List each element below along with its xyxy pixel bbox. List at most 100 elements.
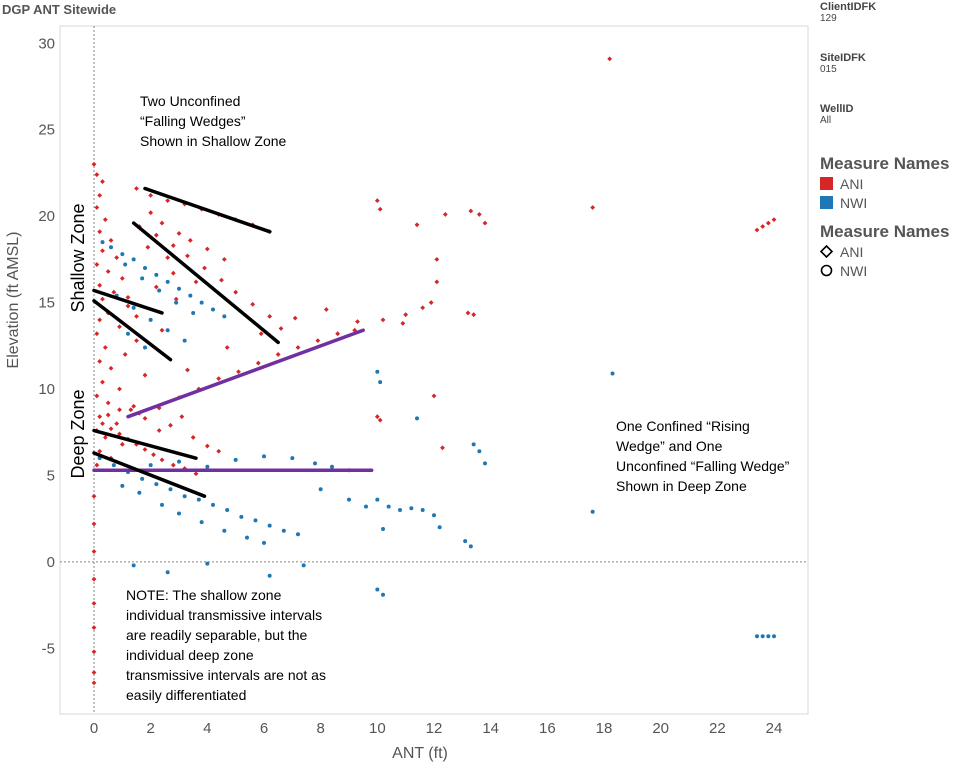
filter-client[interactable]: ClientIDFK 129 [820,1,876,24]
annotation-line: transmissive intervals are not as [126,667,326,683]
data-point-ani [134,314,139,319]
data-point-ani [114,255,120,261]
annotation-line: Unconfined “Falling Wedge” [616,458,790,474]
filter-label: SiteIDFK [820,52,866,64]
data-point-ani [108,426,114,432]
y-tick-label: 10 [38,381,55,398]
data-point-nwi [290,456,295,461]
annotation-line: One Confined “Rising [616,418,750,434]
data-point-ani [267,314,273,319]
data-point-ani [221,256,227,262]
data-point-nwi [483,461,487,466]
legend-item-ani[interactable]: ANI [820,174,949,193]
data-point-nwi [267,573,272,578]
data-point-nwi [143,345,147,350]
x-tick-label: 22 [709,720,726,737]
data-point-nwi [211,307,215,312]
data-point-nwi [766,634,771,639]
legend-item-nwi[interactable]: NWI [820,193,949,212]
data-point-nwi [386,504,391,509]
deep-wedges-annotation: One Confined “Rising Wedge” and One Unco… [610,416,796,500]
data-point-nwi [199,300,204,305]
data-point-ani [374,414,380,420]
annotation-line: Two Unconfined [140,93,241,109]
legend-title: Measure Names [820,222,950,241]
data-point-ani [105,412,111,418]
data-point-nwi [111,463,116,468]
data-point-ani [100,379,105,385]
data-point-nwi [347,497,351,502]
x-tick-label: 16 [539,720,556,737]
data-point-ani [156,405,162,411]
data-point-nwi [100,240,105,245]
data-point-ani [108,237,114,243]
data-point-ani [765,220,771,226]
data-point-nwi [199,520,204,525]
data-point-ani [142,372,148,378]
data-point-ani [165,198,171,203]
legend-item-nwi-shape[interactable]: NWI [820,261,949,280]
legend-item-label: NWI [840,194,868,211]
data-point-nwi [131,563,136,568]
data-point-ani [97,414,103,420]
data-point-ani [102,435,108,440]
legend-item-label: ANI [840,243,864,260]
data-point-ani [204,246,210,252]
filter-well[interactable]: WellID All [820,103,853,126]
data-point-ani [91,521,97,527]
data-point-nwi [148,317,153,322]
data-point-nwi [398,508,402,513]
annotation-line: Wedge” and One [616,438,723,454]
data-point-ani [122,352,128,357]
data-point-ani [117,386,122,392]
data-point-ani [414,222,420,228]
annotation-line: Shown in Deep Zone [616,478,747,494]
y-tick-label: 20 [38,208,55,225]
shape-legend: Measure Names ANI NWI [819,222,950,280]
data-point-nwi [477,449,482,454]
data-point-nwi [165,570,170,575]
data-point-ani [128,407,134,413]
trend-line [143,186,272,234]
filter-label: WellID [820,103,854,115]
data-point-ani [153,232,159,238]
shallow-wedges-annotation: Two Unconfined “Falling Wedges” Shown in… [140,91,287,151]
y-tick-label: 5 [47,467,55,484]
data-point-nwi [143,266,147,271]
data-point-nwi [409,506,414,511]
data-point-nwi [131,257,136,262]
data-point-ani [111,289,117,295]
legend-item-ani-shape[interactable]: ANI [819,242,949,261]
data-point-nwi [177,286,181,291]
data-point-ani [170,270,176,276]
data-point-nwi [123,262,128,267]
data-point-ani [760,224,766,229]
data-point-ani [102,217,108,223]
trend-line [92,428,198,460]
data-point-nwi [381,527,385,532]
annotation-line: Shown in Shallow Zone [140,133,287,149]
data-point-ani [292,315,298,321]
annotation-line: individual deep zone [126,647,254,663]
data-point-ani [91,161,97,167]
color-legend: Measure Names ANI NWI [820,154,949,212]
data-point-nwi [253,518,258,523]
data-point-nwi [296,532,300,537]
data-point-nwi [364,504,368,509]
y-tick-label: 15 [38,295,55,312]
data-point-nwi [245,535,249,540]
filter-site[interactable]: SiteIDFK 015 [820,52,866,75]
data-point-ani [202,265,207,271]
data-point-nwi [375,587,380,592]
data-point-nwi [120,252,125,257]
data-point-nwi [148,463,153,468]
data-point-ani [108,365,114,371]
data-point-nwi [233,457,238,462]
x-tick-label: 24 [766,720,783,737]
data-point-nwi [160,502,164,507]
data-point-nwi [177,511,181,516]
data-point-ani [97,282,103,288]
data-point-nwi [281,528,286,533]
data-point-ani [224,345,230,350]
data-point-ani [94,172,100,178]
